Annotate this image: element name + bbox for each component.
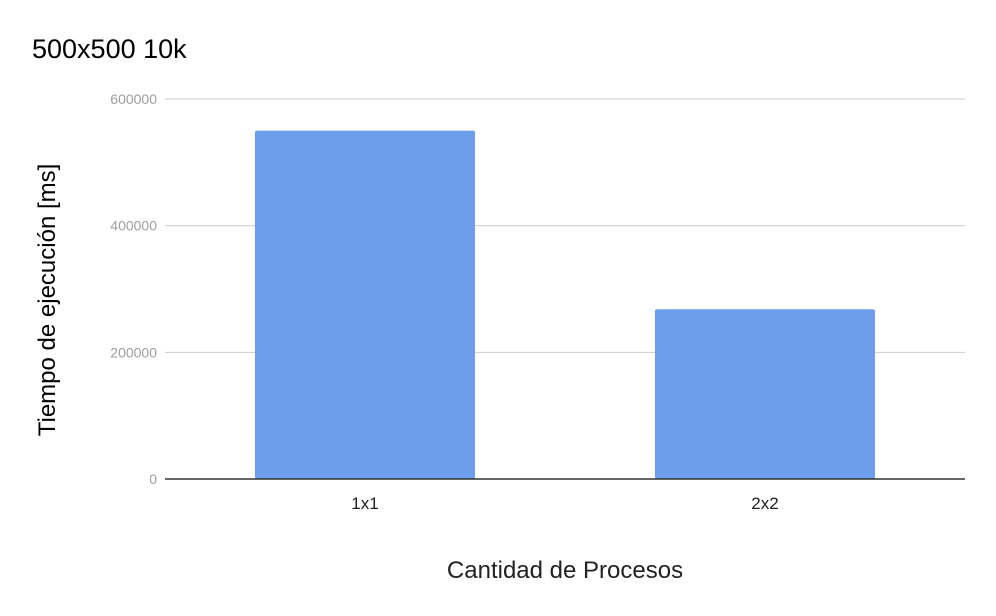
bar-2x2	[655, 309, 875, 479]
y-tick-label: 200000	[110, 344, 157, 360]
x-axis-label: Cantidad de Procesos	[447, 557, 683, 584]
y-tick-label: 600000	[110, 91, 157, 107]
y-axis-ticks: 0 200000 400000 600000	[110, 91, 157, 487]
y-tick-label: 0	[149, 471, 157, 487]
y-tick-label: 400000	[110, 218, 157, 234]
y-axis-label: Tiempo de ejecución [ms]	[34, 164, 61, 437]
bars	[255, 130, 875, 479]
bar-1x1	[255, 130, 475, 479]
x-axis-ticks: 1x1 2x2	[351, 494, 778, 513]
x-tick-label: 2x2	[751, 494, 778, 513]
chart-title: 500x500 10k	[32, 34, 187, 64]
x-tick-label: 1x1	[351, 494, 378, 513]
